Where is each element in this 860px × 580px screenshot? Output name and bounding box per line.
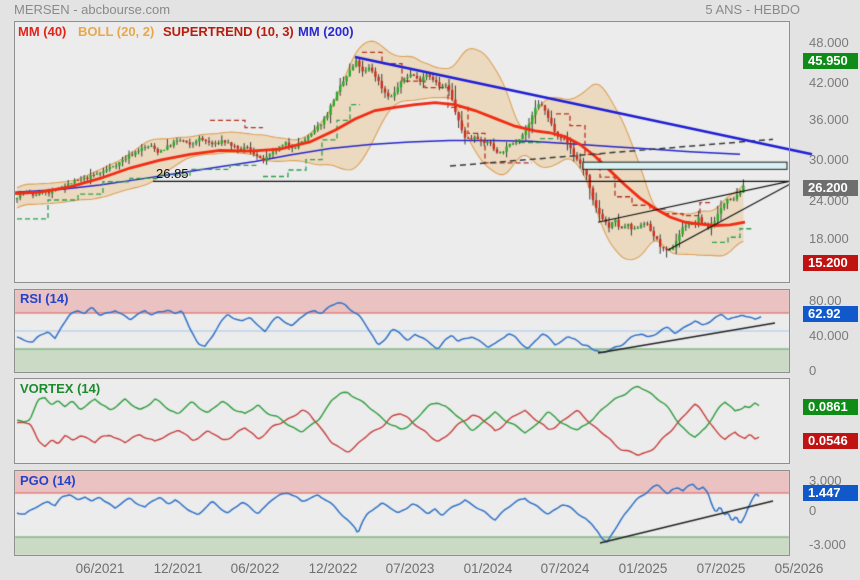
price-tick-30: 30.000 <box>809 152 849 167</box>
price-tick-18: 18.000 <box>809 231 849 246</box>
pgo-tick-3: 3.000 <box>809 473 842 488</box>
timeframe-label: 5 ANS - HEBDO <box>705 2 800 17</box>
rsi-title: RSI (14) <box>20 291 69 306</box>
rsi-tick-0: 0 <box>809 363 817 378</box>
legend-mm200: MM (200) <box>298 24 354 39</box>
legend-bollinger: BOLL (20, 2) <box>78 24 155 39</box>
price-tick-36: 36.000 <box>809 112 849 127</box>
x-tick-072024: 07/2024 <box>540 561 590 576</box>
vortex-title: VORTEX (14) <box>20 381 101 396</box>
price-tick-48: 48.000 <box>809 35 849 50</box>
x-tick-072025: 07/2025 <box>696 561 746 576</box>
x-tick-072023: 07/2023 <box>385 561 435 576</box>
pgo-title: PGO (14) <box>20 473 76 488</box>
instrument-title: MERSEN - abcbourse.com <box>14 2 171 17</box>
pgo-panel[interactable] <box>14 470 790 556</box>
rsi-tick-80: 80.00 <box>809 293 842 308</box>
rsi-panel[interactable] <box>14 289 790 373</box>
rsi-tick-40: 40.000 <box>809 328 849 343</box>
x-tick-062022: 06/2022 <box>230 561 280 576</box>
pgo-value-badge: 1.447 <box>803 485 858 501</box>
x-tick-062021: 06/2021 <box>75 561 125 576</box>
period-high-badge: 45.950 <box>803 53 858 69</box>
period-low-badge: 15.200 <box>803 255 858 271</box>
last-price-badge: 26.200 <box>803 180 858 196</box>
main-chart-panel[interactable] <box>14 21 790 283</box>
x-tick-122021: 12/2021 <box>153 561 203 576</box>
vortex-minus-badge: 0.0546 <box>803 433 858 449</box>
x-tick-012024: 01/2024 <box>463 561 513 576</box>
pgo-tick-0: 0 <box>809 503 817 518</box>
x-tick-052026: 05/2026 <box>774 561 824 576</box>
vortex-panel[interactable] <box>14 378 790 464</box>
pgo-tick-m3: -3.000 <box>809 537 846 552</box>
price-tick-24: 24.000 <box>809 193 849 208</box>
vortex-plus-badge: 0.0861 <box>803 399 858 415</box>
price-tick-42: 42.000 <box>809 75 849 90</box>
legend-mm40: MM (40) <box>18 24 67 39</box>
legend-supertrend: SUPERTREND (10, 3) <box>163 24 294 39</box>
x-tick-122022: 12/2022 <box>308 561 358 576</box>
x-tick-012025: 01/2025 <box>618 561 668 576</box>
rsi-value-badge: 62.92 <box>803 306 858 322</box>
hline-price-label[interactable]: 26.85 <box>156 166 189 181</box>
